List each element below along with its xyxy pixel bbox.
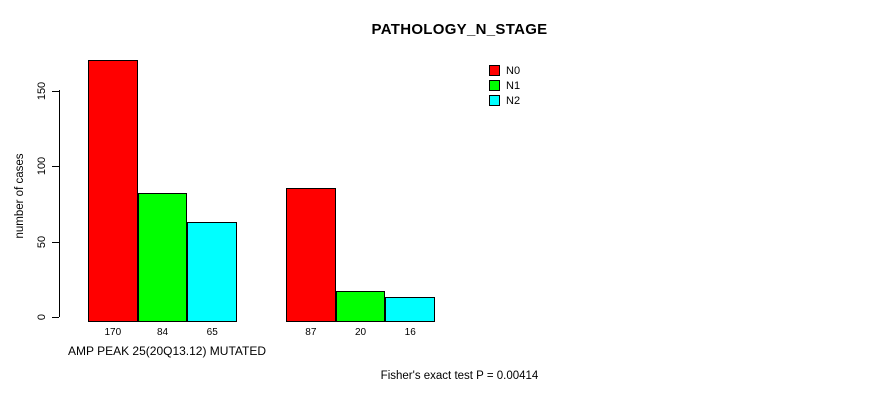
legend-item-n2: N2 <box>489 93 520 108</box>
y-tick-label-150: 150 <box>36 81 48 100</box>
bar-value-label: 87 <box>305 327 317 338</box>
legend-label-n0: N0 <box>506 64 521 77</box>
x-group-label-mutated: AMP PEAK 25(20Q13.12) MUTATED <box>67 344 267 358</box>
legend-label-n2: N2 <box>506 94 521 107</box>
bar-value-label: 170 <box>104 327 122 338</box>
bar-n1-group1 <box>137 192 188 322</box>
stats-footer: Fisher's exact test P = 0.00414 <box>380 370 539 382</box>
bar-n0-group1 <box>88 60 138 322</box>
legend-swatch-n1 <box>489 80 500 91</box>
legend-swatch-n2 <box>489 95 500 106</box>
y-axis-label: number of cases <box>14 153 26 239</box>
bar-n2-group2 <box>385 297 436 322</box>
bar-n0-group2 <box>286 188 336 322</box>
y-axis-line <box>59 90 60 317</box>
bar-n1-group2 <box>335 291 386 322</box>
legend-item-n0: N0 <box>489 63 520 78</box>
y-tick-50 <box>52 241 59 243</box>
legend-swatch-n0 <box>489 65 500 76</box>
bar-value-label: 84 <box>156 327 169 338</box>
y-tick-label-100: 100 <box>36 156 48 176</box>
y-tick-0 <box>52 317 59 318</box>
y-tick-150 <box>52 90 59 92</box>
legend-label-n1: N1 <box>506 79 521 92</box>
y-tick-label-0: 0 <box>36 313 48 321</box>
bar-value-label: 65 <box>206 327 218 338</box>
bar-value-label: 16 <box>404 327 416 338</box>
bar-n2-group1 <box>187 221 238 322</box>
legend-item-n1: N1 <box>489 78 520 93</box>
chart-title: PATHOLOGY_N_STAGE <box>371 21 548 38</box>
y-tick-label-50: 50 <box>36 235 48 248</box>
y-tick-100 <box>52 166 59 167</box>
legend: N0 N1 N2 <box>489 63 520 108</box>
bar-value-label: 20 <box>354 327 367 338</box>
